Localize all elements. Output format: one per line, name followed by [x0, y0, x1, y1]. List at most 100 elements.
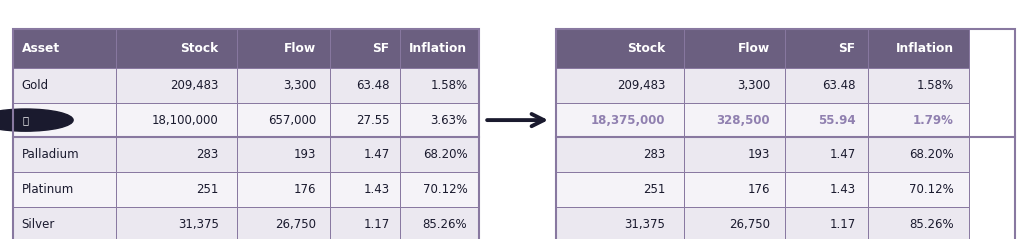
Text: 328,500: 328,500 — [717, 114, 770, 127]
Bar — [684, 103, 785, 137]
Bar — [330, 29, 400, 68]
Bar — [13, 103, 116, 137]
Bar — [556, 103, 684, 137]
Bar — [116, 68, 237, 103]
Text: 55.94: 55.94 — [818, 114, 856, 127]
Bar — [13, 172, 116, 207]
Text: 1.47: 1.47 — [364, 148, 389, 161]
Bar — [116, 207, 237, 239]
Text: 1.43: 1.43 — [364, 183, 389, 196]
Bar — [400, 207, 479, 239]
Bar — [400, 68, 479, 103]
Bar — [868, 137, 969, 172]
Bar — [13, 29, 479, 239]
Bar — [785, 29, 868, 68]
Text: 1.17: 1.17 — [364, 217, 389, 231]
Text: Asset: Asset — [22, 42, 59, 55]
Bar — [116, 172, 237, 207]
Bar — [868, 172, 969, 207]
Bar — [556, 29, 684, 68]
Bar — [330, 103, 400, 137]
Bar — [684, 137, 785, 172]
Text: 176: 176 — [294, 183, 316, 196]
Text: Flow: Flow — [284, 42, 316, 55]
Bar — [868, 207, 969, 239]
Bar — [237, 207, 330, 239]
Bar — [13, 207, 116, 239]
Circle shape — [0, 109, 73, 131]
Text: 85.26%: 85.26% — [909, 217, 953, 231]
Bar — [237, 103, 330, 137]
Bar — [116, 29, 237, 68]
Text: 251: 251 — [643, 183, 666, 196]
Text: SF: SF — [839, 42, 856, 55]
Text: 31,375: 31,375 — [625, 217, 666, 231]
Text: Palladium: Palladium — [22, 148, 79, 161]
Text: Flow: Flow — [738, 42, 770, 55]
Bar — [400, 103, 479, 137]
Text: 657,000: 657,000 — [268, 114, 316, 127]
Bar — [684, 172, 785, 207]
Text: 3,300: 3,300 — [737, 79, 770, 92]
Text: 176: 176 — [748, 183, 770, 196]
Bar — [684, 68, 785, 103]
Bar — [116, 103, 237, 137]
Bar — [556, 172, 684, 207]
Text: 209,483: 209,483 — [616, 79, 666, 92]
Bar — [237, 137, 330, 172]
Bar — [330, 207, 400, 239]
Text: 70.12%: 70.12% — [909, 183, 953, 196]
Text: 26,750: 26,750 — [729, 217, 770, 231]
Bar — [400, 172, 479, 207]
Text: 283: 283 — [197, 148, 219, 161]
Text: 68.20%: 68.20% — [423, 148, 467, 161]
Text: 18,100,000: 18,100,000 — [152, 114, 219, 127]
Text: Platinum: Platinum — [22, 183, 74, 196]
Text: 68.20%: 68.20% — [909, 148, 953, 161]
Bar — [868, 103, 969, 137]
Text: 251: 251 — [197, 183, 219, 196]
Bar — [13, 68, 116, 103]
Bar — [785, 103, 868, 137]
Bar — [13, 137, 116, 172]
Bar — [785, 207, 868, 239]
Text: Silver: Silver — [22, 217, 55, 231]
Bar — [556, 29, 1015, 239]
Text: 85.26%: 85.26% — [423, 217, 467, 231]
Text: 1.79%: 1.79% — [912, 114, 953, 127]
Text: 70.12%: 70.12% — [423, 183, 467, 196]
Text: 1.58%: 1.58% — [430, 79, 467, 92]
Text: Inflation: Inflation — [896, 42, 953, 55]
Text: ₿: ₿ — [23, 115, 29, 125]
Text: Gold: Gold — [22, 79, 48, 92]
Text: 63.48: 63.48 — [356, 79, 389, 92]
Text: 63.48: 63.48 — [822, 79, 856, 92]
Bar — [13, 29, 116, 68]
Text: 1.17: 1.17 — [829, 217, 856, 231]
Text: SF: SF — [373, 42, 389, 55]
Bar — [237, 172, 330, 207]
Text: 1.47: 1.47 — [829, 148, 856, 161]
Text: 1.58%: 1.58% — [916, 79, 953, 92]
Bar — [330, 68, 400, 103]
Text: 3.63%: 3.63% — [430, 114, 467, 127]
Text: 1.43: 1.43 — [829, 183, 856, 196]
Text: 31,375: 31,375 — [178, 217, 219, 231]
Text: 3,300: 3,300 — [283, 79, 316, 92]
Text: 26,750: 26,750 — [275, 217, 316, 231]
Bar — [785, 68, 868, 103]
Text: 193: 193 — [748, 148, 770, 161]
Bar — [237, 68, 330, 103]
Bar — [785, 172, 868, 207]
Bar — [868, 29, 969, 68]
Text: Inflation: Inflation — [410, 42, 467, 55]
Text: 27.55: 27.55 — [356, 114, 389, 127]
Bar — [785, 137, 868, 172]
Bar — [400, 29, 479, 68]
Bar — [237, 29, 330, 68]
Text: 193: 193 — [294, 148, 316, 161]
Bar — [330, 172, 400, 207]
Bar — [400, 137, 479, 172]
Bar — [330, 137, 400, 172]
Bar — [684, 207, 785, 239]
